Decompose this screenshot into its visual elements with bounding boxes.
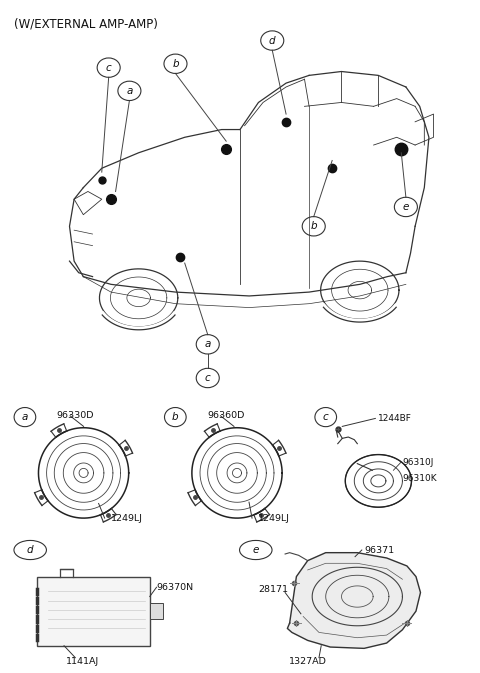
Text: 96360D: 96360D <box>207 411 244 420</box>
Text: b: b <box>311 221 317 232</box>
Text: 1249LJ: 1249LJ <box>258 513 290 523</box>
Text: c: c <box>106 63 111 73</box>
Text: a: a <box>22 412 28 422</box>
Text: 96370N: 96370N <box>156 583 193 592</box>
Text: 96310K: 96310K <box>402 474 437 483</box>
Text: 1141AJ: 1141AJ <box>65 657 99 666</box>
Polygon shape <box>288 553 420 648</box>
Text: 1327AD: 1327AD <box>289 657 326 666</box>
Text: c: c <box>205 373 211 383</box>
Text: a: a <box>204 339 211 349</box>
Text: 1249LJ: 1249LJ <box>111 513 143 523</box>
Bar <box>150 603 163 619</box>
Text: 28171: 28171 <box>258 586 288 594</box>
Text: e: e <box>252 545 259 555</box>
Text: d: d <box>27 545 34 555</box>
Text: 96371: 96371 <box>364 546 394 555</box>
Text: 96310J: 96310J <box>402 458 434 467</box>
Text: 96330D: 96330D <box>57 411 94 420</box>
Text: e: e <box>403 202 409 212</box>
Text: 1244BF: 1244BF <box>378 414 412 423</box>
FancyBboxPatch shape <box>37 577 150 645</box>
Text: (W/EXTERNAL AMP-AMP): (W/EXTERNAL AMP-AMP) <box>14 17 158 30</box>
Text: a: a <box>126 86 132 96</box>
Text: b: b <box>172 412 179 422</box>
Text: b: b <box>172 59 179 69</box>
Text: c: c <box>323 412 329 422</box>
Text: d: d <box>269 36 276 46</box>
